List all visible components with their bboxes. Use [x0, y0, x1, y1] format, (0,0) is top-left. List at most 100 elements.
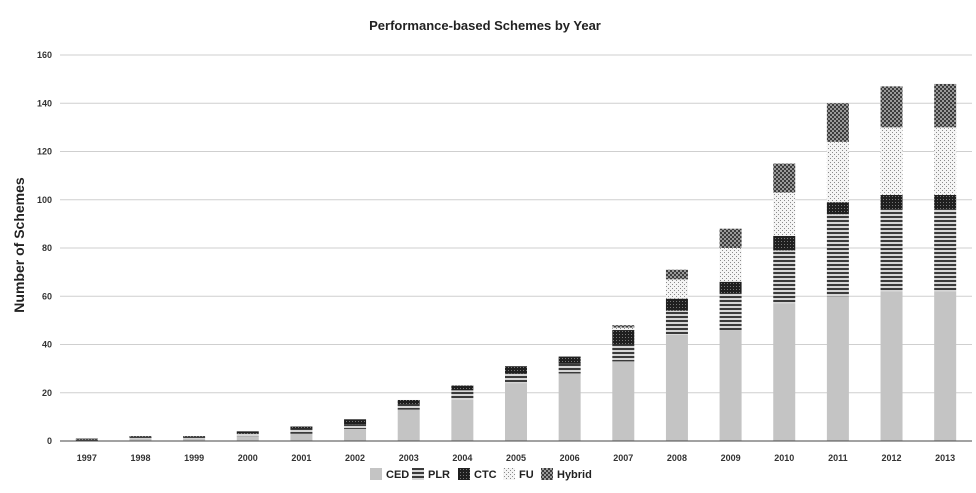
bar-segment-fu — [826, 141, 849, 203]
bar-segment-ctc — [880, 194, 903, 210]
bar-segment-ctc — [236, 431, 259, 434]
legend-swatch-ced — [370, 468, 382, 480]
bar-segment-ced — [236, 436, 259, 441]
bar-segment-ced — [880, 291, 903, 441]
bar-segment-plr — [236, 433, 259, 437]
bar-segment-ced — [719, 330, 742, 441]
bar-segment-plr — [451, 390, 474, 400]
bar-segment-plr — [290, 428, 313, 434]
bar-segment-plr — [665, 310, 688, 335]
bar-segment-ced — [612, 361, 635, 441]
bar-segment-hybrid — [719, 228, 742, 248]
bar-segment-ced — [505, 383, 527, 441]
bar-segment-fu — [880, 127, 903, 195]
bar-segment-ctc — [665, 298, 688, 311]
bar-segment-ctc — [719, 281, 742, 294]
bar-segment-ced — [129, 438, 152, 441]
bar-segment-ctc — [75, 438, 98, 440]
legend-label-ctc: CTC — [474, 469, 497, 481]
bar-segment-ced — [773, 303, 796, 441]
legend-label-plr: PLR — [428, 469, 450, 481]
x-tick-label: 2010 — [774, 453, 794, 463]
bar-segment-ced — [934, 291, 957, 441]
x-tick-label: 2013 — [935, 453, 955, 463]
bar-segment-fu — [665, 279, 688, 299]
y-tick-label: 100 — [37, 195, 52, 205]
bar-segment-ced — [290, 433, 313, 441]
bar-segment-ced — [451, 399, 474, 441]
bar-segment-plr — [397, 404, 420, 410]
bar-segment-ctc — [612, 330, 635, 345]
bar-segment-plr — [719, 293, 742, 331]
bar-segment-plr — [773, 250, 796, 304]
bar-segment-ced — [397, 409, 420, 441]
y-tick-label: 20 — [42, 388, 52, 398]
bar-segment-ced — [826, 296, 849, 441]
x-tick-label: 2000 — [238, 453, 258, 463]
bar-segment-hybrid — [880, 86, 903, 128]
bar-segment-ced — [183, 438, 206, 441]
y-axis-label: Number of Schemes — [11, 177, 27, 313]
legend: CED PLR CTC FU Hybrid — [370, 468, 592, 481]
bars — [75, 83, 957, 441]
legend-label-ced: CED — [386, 469, 409, 481]
bar-segment-ced — [344, 428, 367, 441]
y-tick-label: 120 — [37, 147, 52, 157]
bar-segment-ced — [558, 373, 581, 441]
y-tick-label: 0 — [47, 436, 52, 446]
bar-segment-ctc — [826, 202, 849, 215]
bar-segment-ctc — [505, 366, 527, 374]
x-tick-label: 2009 — [721, 453, 741, 463]
x-tick-label: 2012 — [882, 453, 902, 463]
y-tick-label: 160 — [37, 50, 52, 60]
bar-segment-plr — [880, 209, 903, 292]
y-tick-label: 140 — [37, 98, 52, 108]
y-tick-label: 60 — [42, 291, 52, 301]
bar-segment-ctc — [773, 235, 796, 251]
bar-segment-ced — [665, 334, 688, 441]
bar-segment-hybrid — [826, 103, 849, 142]
legend-label-hybrid: Hybrid — [557, 469, 592, 481]
y-tick-label: 80 — [42, 243, 52, 253]
legend-swatch-fu — [503, 468, 515, 480]
bar-segment-plr — [129, 437, 152, 439]
x-tick-label: 2007 — [613, 453, 633, 463]
x-tick-label: 2001 — [291, 453, 311, 463]
bar-segment-hybrid — [665, 269, 688, 280]
legend-swatch-hybrid — [541, 468, 553, 480]
x-tick-label: 1998 — [130, 453, 150, 463]
y-tick-label: 40 — [42, 340, 52, 350]
bar-segment-plr — [183, 437, 206, 439]
x-tick-label: 1999 — [184, 453, 204, 463]
x-tick-label: 1997 — [77, 453, 97, 463]
x-tick-label: 2011 — [828, 453, 848, 463]
y-axis-ticks: 0 20 40 60 80 100 120 140 160 — [37, 50, 52, 446]
legend-label-fu: FU — [519, 469, 534, 481]
bar-segment-plr — [344, 424, 367, 429]
bar-segment-fu — [934, 127, 957, 195]
bar-segment-ctc — [397, 399, 420, 405]
bar-segment-hybrid — [934, 83, 957, 128]
legend-swatch-ctc — [458, 468, 470, 480]
bar-segment-fu — [773, 192, 796, 236]
x-tick-label: 2004 — [452, 453, 472, 463]
x-tick-label: 2006 — [560, 453, 580, 463]
chart-title: Performance-based Schemes by Year — [369, 18, 601, 33]
gridlines — [60, 54, 972, 394]
bar-segment-plr — [505, 373, 527, 384]
x-tick-label: 2008 — [667, 453, 687, 463]
bar-segment-hybrid — [612, 325, 635, 328]
bar-segment-plr — [612, 344, 635, 362]
bar-segment-ctc — [344, 419, 367, 425]
bar-segment-ctc — [934, 194, 957, 210]
bar-segment-ctc — [129, 436, 152, 438]
x-tick-label: 2002 — [345, 453, 365, 463]
legend-swatch-plr — [412, 468, 424, 480]
bar-segment-fu — [719, 248, 742, 282]
bar-segment-ctc — [558, 356, 581, 364]
x-tick-label: 2005 — [506, 453, 526, 463]
bar-segment-ctc — [290, 426, 313, 429]
bar-segment-plr — [558, 363, 581, 374]
x-axis-ticks: 1997 1998 1999 2000 2001 2002 2003 2004 2005 2006… — [77, 453, 955, 463]
